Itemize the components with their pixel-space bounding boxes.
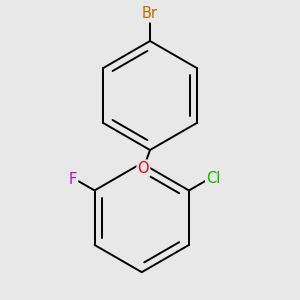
Text: Cl: Cl [206,171,220,186]
Text: Br: Br [142,6,158,21]
Text: O: O [138,161,149,176]
Text: F: F [69,172,77,187]
